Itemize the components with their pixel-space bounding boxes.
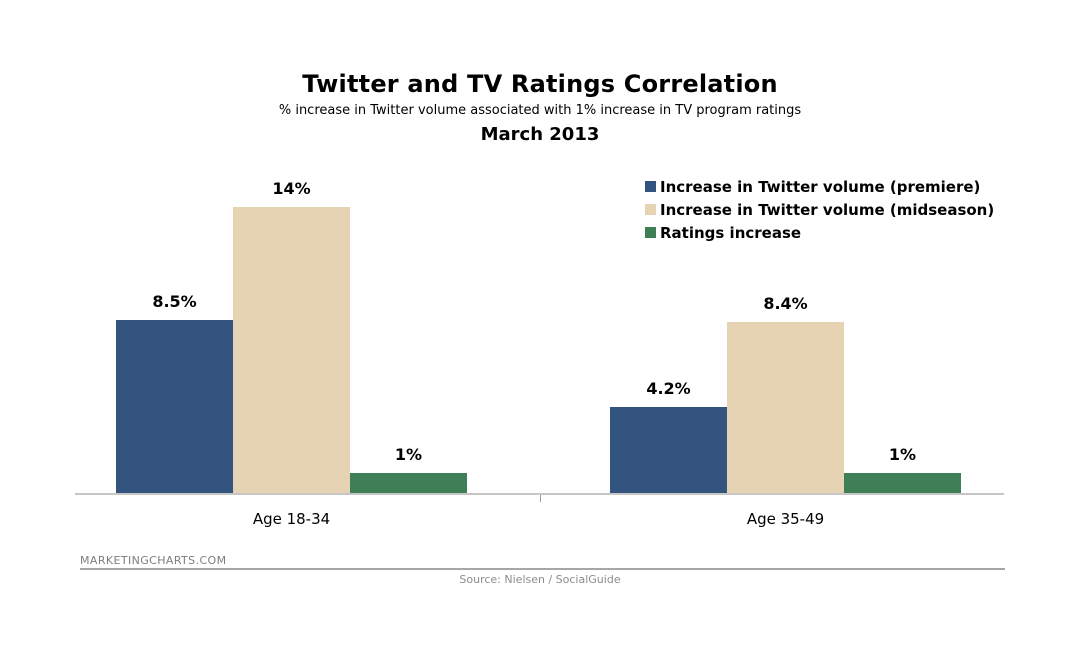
legend-swatch-icon	[645, 227, 656, 238]
legend-swatch-icon	[645, 204, 656, 215]
category-label: Age 35-49	[746, 510, 825, 528]
brand-watermark: MARKETINGCHARTS.COM	[80, 554, 227, 567]
bar-value-label: 1%	[888, 445, 917, 464]
legend-item: Increase in Twitter volume (midseason)	[645, 198, 994, 221]
bar-value-label: 8.4%	[763, 294, 808, 313]
bar-cell: 8.4%	[727, 294, 844, 493]
bar	[844, 473, 961, 493]
legend-label: Ratings increase	[660, 223, 802, 242]
footer-divider	[80, 568, 1005, 570]
bar	[116, 320, 233, 493]
chart-header: Twitter and TV Ratings Correlation % inc…	[0, 70, 1080, 146]
bar-value-label: 8.5%	[152, 292, 197, 311]
category-label: Age 18-34	[252, 510, 331, 528]
bar-cell: 4.2%	[610, 379, 727, 493]
plot-area: 8.5% 14% 1% Age 18-34 4.2% 8.4% 1% Age 35-49	[75, 170, 1004, 528]
bar-cell: 1%	[350, 445, 467, 493]
legend: Increase in Twitter volume (premiere) Inc…	[645, 175, 994, 244]
legend-item: Ratings increase	[645, 221, 994, 244]
chart-title: Twitter and TV Ratings Correlation	[302, 70, 778, 98]
bar-value-label: 4.2%	[646, 379, 691, 398]
bar-group-1: 8.5% 14% 1% Age 18-34	[116, 179, 467, 528]
bar-group-2: 4.2% 8.4% 1% Age 35-49	[610, 294, 961, 528]
bar-cell: 8.5%	[116, 292, 233, 493]
legend-swatch-icon	[645, 181, 656, 192]
chart-period: March 2013	[480, 124, 600, 145]
bar	[233, 207, 350, 493]
x-axis-line	[75, 493, 1004, 495]
chart-subtitle: % increase in Twitter volume associated …	[278, 103, 802, 118]
legend-label: Increase in Twitter volume (midseason)	[660, 200, 995, 219]
bar-value-label: 1%	[394, 445, 423, 464]
bar-value-label: 14%	[272, 179, 311, 198]
bar	[727, 322, 844, 493]
bar-cell: 1%	[844, 445, 961, 493]
bar-cell: 14%	[233, 179, 350, 493]
x-axis-tick	[540, 495, 541, 502]
legend-label: Increase in Twitter volume (premiere)	[660, 177, 981, 196]
legend-item: Increase in Twitter volume (premiere)	[645, 175, 994, 198]
source-attribution: Source: Nielsen / SocialGuide	[459, 573, 621, 586]
bar	[610, 407, 727, 493]
bar	[350, 473, 467, 493]
